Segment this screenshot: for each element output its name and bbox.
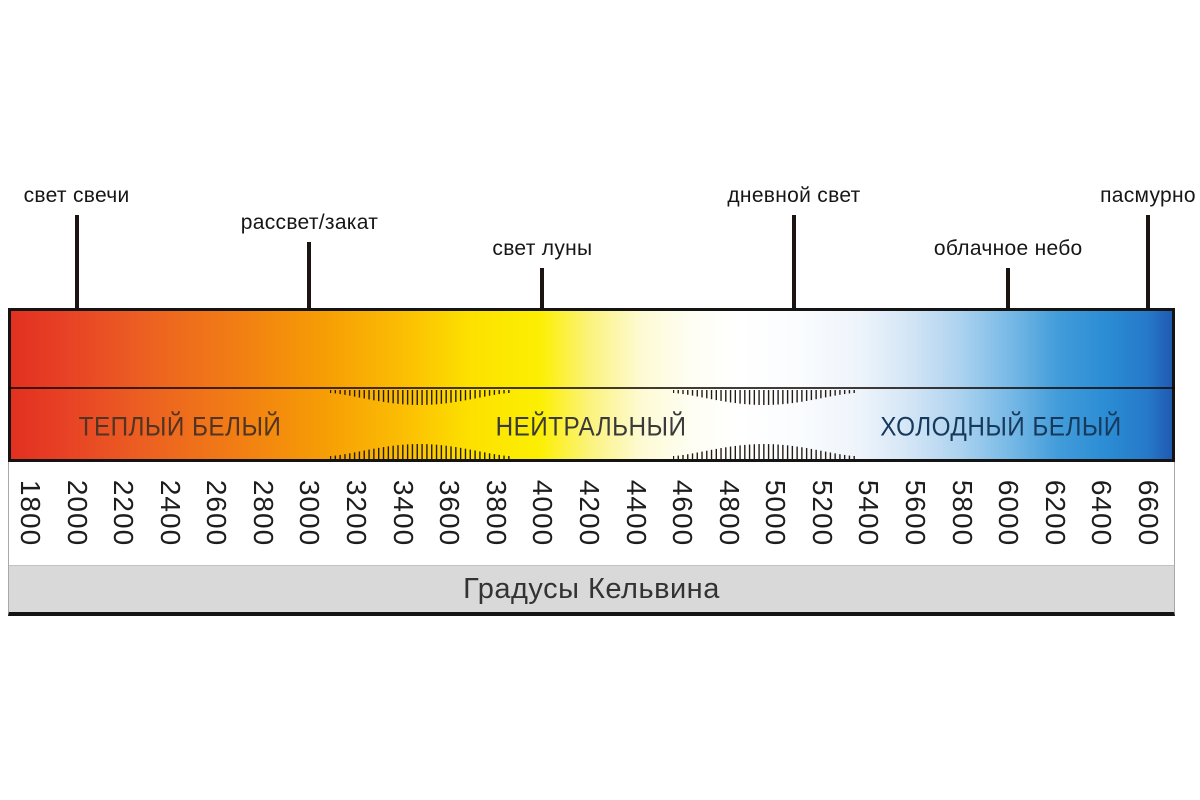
- axis-tick-label: 4000: [527, 479, 559, 547]
- annotation-stem-line: [791, 215, 796, 348]
- axis-tick-label: 5400: [853, 479, 885, 547]
- axis-tick-label: 5200: [806, 479, 838, 547]
- axis-title-bar: Градусы Кельвина: [9, 565, 1174, 612]
- axis-tick-label: 5600: [900, 479, 932, 547]
- axis-tick-label: 3200: [341, 479, 373, 547]
- zone-label-neutral: НЕЙТРАЛЬНЫЙ: [495, 411, 687, 442]
- axis-tick-label: 5800: [946, 479, 978, 547]
- axis-tick-label: 2800: [247, 479, 279, 547]
- axis-tick-label: 4400: [620, 479, 652, 547]
- axis-tick-label: 3600: [434, 479, 466, 547]
- axis-tick-label: 6600: [1132, 479, 1164, 547]
- axis-tick-label: 3000: [294, 479, 326, 547]
- transition-ticks-top: [672, 390, 855, 405]
- axis-tick-label: 6400: [1086, 479, 1118, 547]
- annotation-stem-line: [307, 242, 312, 348]
- transition-ticks-bottom: [330, 444, 510, 459]
- axis-tick-label: 6000: [993, 479, 1025, 547]
- axis-tick-label: 2600: [201, 479, 233, 547]
- transition-ticks-bottom: [672, 444, 855, 459]
- annotation-label: рассвет/закат: [240, 211, 379, 234]
- axis-tick-label: 4800: [713, 479, 745, 547]
- annotation-stem-line: [74, 215, 79, 348]
- annotation-label: пасмурно: [1100, 184, 1196, 207]
- axis-title: Градусы Кельвина: [463, 572, 720, 605]
- annotation-label: дневной свет: [727, 184, 861, 207]
- bar-divider-line: [8, 387, 1175, 389]
- axis-tick-label: 1800: [15, 479, 46, 547]
- axis-tick-label: 2000: [61, 479, 93, 547]
- axis-tick-label: 3400: [387, 479, 419, 547]
- axis-tick-label: 3800: [480, 479, 512, 547]
- color-gradient-bar: [8, 308, 1175, 462]
- axis-tick-label: 2200: [108, 479, 140, 547]
- annotation-stem-line: [1145, 215, 1150, 348]
- zone-label-warm-white: ТЕПЛЫЙ БЕЛЫЙ: [78, 411, 282, 442]
- transition-ticks-top: [330, 390, 510, 405]
- axis-tick-label: 4600: [667, 479, 699, 547]
- axis-tick-label: 6200: [1039, 479, 1071, 547]
- annotation-label: свет свечи: [23, 184, 130, 207]
- axis-tick-label: 4200: [573, 479, 605, 547]
- annotation-label: облачное небо: [933, 237, 1083, 260]
- annotation-label: свет луны: [492, 237, 593, 260]
- axis-tick-label: 2400: [154, 479, 186, 547]
- zone-label-cold-white: ХОЛОДНЫЙ БЕЛЫЙ: [880, 411, 1122, 442]
- axis-tick-label: 5000: [760, 479, 792, 547]
